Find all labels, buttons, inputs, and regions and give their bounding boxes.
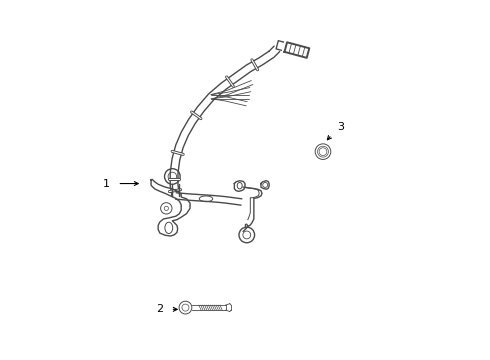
Text: 1: 1 <box>103 179 110 189</box>
Text: 2: 2 <box>156 304 164 314</box>
Text: 3: 3 <box>337 122 344 132</box>
